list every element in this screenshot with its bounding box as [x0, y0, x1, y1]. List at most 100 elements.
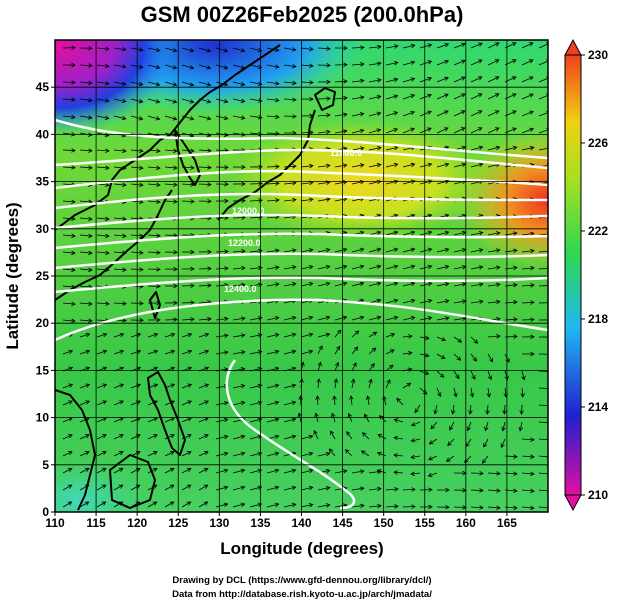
wind-vector: [368, 147, 381, 151]
wind-vector: [266, 266, 279, 270]
wind-vector: [334, 329, 342, 338]
wind-vector: [96, 302, 109, 305]
coastline-japan: [217, 109, 316, 221]
wind-vector: [96, 434, 107, 440]
wind-vector: [521, 370, 525, 380]
wind-vector: [79, 200, 92, 203]
wind-vector-head: [485, 410, 490, 415]
wind-vector: [249, 216, 262, 219]
wind-vector: [249, 115, 262, 119]
wind-vector-head: [153, 366, 159, 371]
colorbar-ticks: 210 214 218 222 226 230: [581, 48, 608, 502]
wind-vector-head: [87, 115, 93, 120]
wind-vector: [411, 472, 421, 475]
wind-vector-head: [156, 283, 161, 289]
wind-vector-head: [444, 264, 450, 270]
wind-vector-head: [408, 350, 413, 356]
wind-vector-head: [410, 230, 416, 235]
wind-vector: [367, 396, 370, 406]
wind-vector: [351, 505, 364, 508]
wind-vector-head: [240, 383, 246, 389]
contour-line: [55, 298, 548, 342]
wind-vector: [62, 285, 75, 288]
wind-vector: [470, 266, 483, 270]
wind-vector: [300, 249, 313, 253]
colorbar-tick-label: 218: [588, 312, 608, 326]
wind-vector-head: [207, 283, 212, 288]
wind-vector: [436, 127, 449, 134]
wind-vector-head: [376, 111, 382, 116]
wind-vector: [317, 98, 331, 100]
wind-vector-head: [325, 264, 331, 270]
wind-vector-head: [170, 434, 175, 439]
wind-vector: [215, 81, 228, 86]
wind-vector-head: [427, 315, 433, 321]
wind-vector: [487, 489, 500, 492]
wind-vector-head: [88, 301, 93, 307]
wind-vector-head: [257, 115, 263, 120]
wind-vector-head: [223, 502, 229, 507]
wind-vector-head: [496, 471, 501, 476]
wind-vector-head: [410, 60, 416, 65]
wind-vector: [130, 434, 141, 440]
wind-vector-head: [119, 349, 125, 355]
wind-vector-head: [486, 393, 492, 398]
wind-vector: [452, 404, 455, 414]
wind-vector-head: [257, 282, 263, 287]
wind-vector: [147, 81, 160, 86]
wind-vector: [96, 217, 109, 220]
wind-vector: [249, 435, 262, 440]
wind-vector: [198, 333, 209, 338]
wind-vector: [368, 129, 381, 134]
wind-vector-head: [359, 315, 365, 320]
wind-vector: [385, 95, 398, 100]
wind-vector-head: [376, 94, 382, 100]
wind-vector-head: [207, 148, 212, 153]
wind-vector-head: [101, 501, 107, 506]
wind-vector: [419, 317, 432, 321]
wind-vector-head: [122, 318, 127, 323]
wind-vector-head: [88, 97, 93, 103]
wind-vector-head: [389, 349, 395, 354]
wind-vector-head: [257, 98, 263, 103]
wind-vector: [419, 387, 427, 395]
wind-vector: [484, 421, 489, 431]
wind-vector-head: [343, 45, 348, 51]
wind-vector-head: [512, 127, 517, 132]
wind-vector-head: [479, 471, 484, 476]
wind-vector: [283, 401, 296, 406]
wind-vector: [130, 468, 141, 474]
wind-vector-head: [67, 451, 73, 456]
wind-vector-head: [85, 400, 91, 405]
wind-vector-head: [528, 59, 534, 64]
wind-vector-head: [207, 266, 212, 271]
wind-vector-head: [275, 181, 280, 186]
wind-vector: [62, 501, 72, 508]
wind-vector: [79, 501, 89, 508]
wind-vector-head: [308, 485, 314, 491]
wind-vector: [385, 299, 398, 304]
wind-vector: [334, 181, 347, 185]
wind-vector: [419, 94, 432, 100]
wind-vector-head: [368, 378, 373, 384]
wind-vector: [351, 113, 364, 117]
wind-vector-head: [155, 116, 161, 121]
wind-vector: [181, 47, 194, 52]
wind-vector: [147, 200, 160, 203]
wind-vector-head: [528, 93, 534, 98]
wind-vector: [317, 265, 330, 270]
wind-vector: [198, 350, 209, 355]
wind-vector-head: [88, 250, 93, 256]
wind-vector: [113, 434, 124, 440]
wind-vector-head: [71, 233, 76, 239]
wind-vector-head: [308, 434, 314, 440]
wind-vector-head: [326, 96, 331, 101]
wind-vector: [113, 81, 126, 85]
wind-vector: [470, 370, 476, 380]
wind-vector: [503, 404, 506, 415]
wind-vector-head: [203, 451, 209, 456]
wind-vector: [113, 234, 126, 237]
wind-vector-head: [376, 146, 382, 151]
wind-vector: [385, 231, 398, 236]
wind-vector: [419, 111, 432, 117]
